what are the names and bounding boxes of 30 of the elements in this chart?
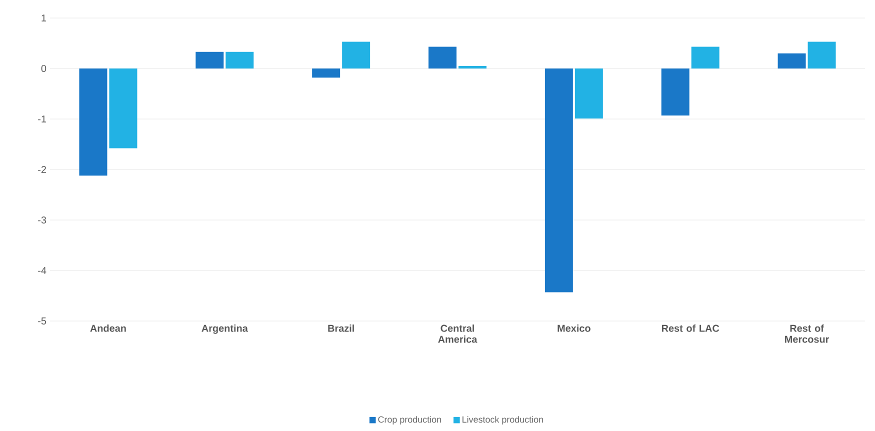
x-tick-label: Brazil	[328, 324, 354, 332]
bar	[196, 52, 224, 69]
bar	[458, 66, 486, 69]
y-tick-label: -4	[38, 267, 46, 274]
x-tick-label: Andean	[90, 324, 126, 332]
bar	[312, 68, 340, 78]
y-tick-label: -2	[38, 166, 46, 173]
y-tick-label: 0	[41, 64, 46, 72]
y-tick-label: -5	[38, 318, 46, 324]
bar	[661, 68, 690, 116]
legend-label: Crop production	[378, 416, 441, 424]
bar	[428, 46, 457, 69]
y-tick-label: -3	[38, 216, 46, 224]
x-tick-label: Central America	[438, 324, 478, 343]
bar	[808, 42, 836, 69]
bar	[544, 68, 573, 292]
x-tick-label: Mexico	[558, 324, 590, 332]
x-tick-label: Rest of Mercosur	[785, 324, 830, 343]
bar	[691, 46, 720, 69]
bar	[574, 68, 603, 118]
bar	[109, 68, 138, 148]
bar	[226, 52, 254, 69]
bar	[79, 68, 108, 176]
bar	[342, 42, 370, 69]
y-tick-label: -1	[38, 116, 46, 122]
y-tick-label: 1	[42, 14, 46, 22]
legend-label: Livestock production	[462, 416, 543, 424]
x-tick-label: Rest of LAC	[662, 324, 720, 332]
x-tick-label: Argentina	[202, 324, 248, 334]
bar	[778, 53, 806, 69]
